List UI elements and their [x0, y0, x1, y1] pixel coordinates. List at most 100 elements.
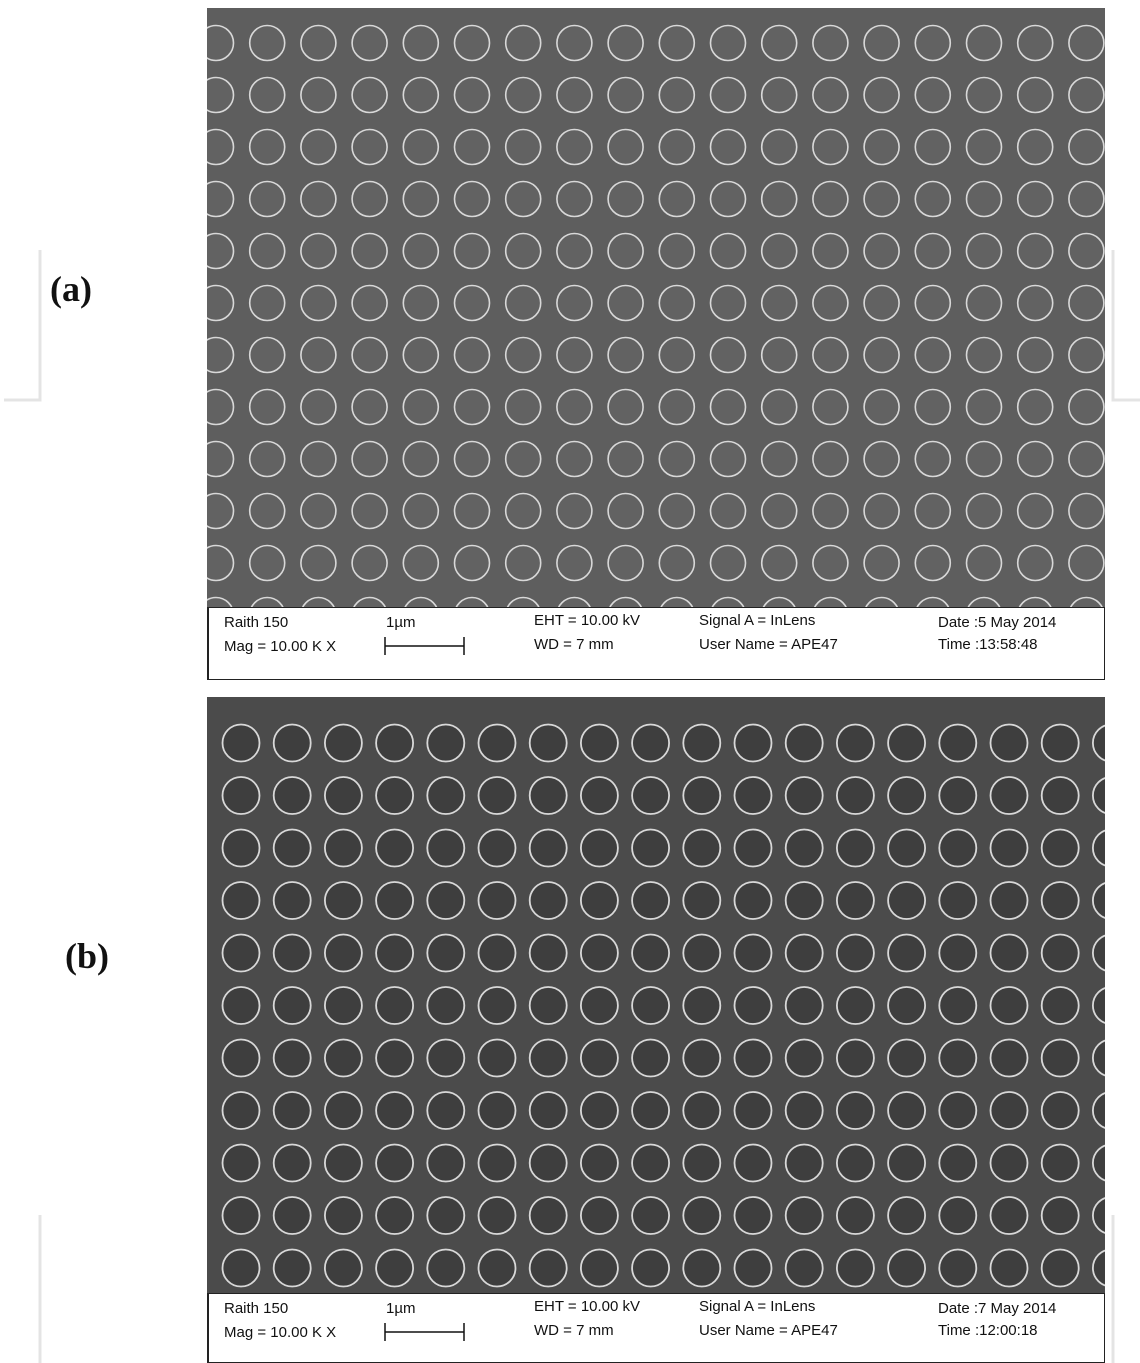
- signal-value: Signal A = InLens: [699, 1298, 816, 1315]
- eht-value: EHT = 10.00 kV: [534, 1298, 641, 1315]
- magnification: Mag = 10.00 K X: [224, 638, 337, 655]
- hole-ring: [658, 492, 696, 530]
- hole-ring: [914, 544, 952, 582]
- hole-ring: [658, 128, 696, 166]
- hole-ring: [207, 336, 235, 374]
- hole-ring: [682, 828, 722, 868]
- hole-ring: [631, 881, 671, 920]
- hole-ring: [938, 881, 978, 920]
- hole-ring: [477, 933, 517, 973]
- sem-databar-b: Raith 150 Mag = 10.00 K X 1µm EHT = 10.0…: [207, 1293, 1105, 1363]
- hole-ring: [709, 76, 747, 114]
- hole-ring: [733, 881, 773, 920]
- eht-value: EHT = 10.00 kV: [534, 612, 641, 629]
- hole-ring: [477, 723, 517, 763]
- hole-ring: [426, 881, 466, 920]
- hole-ring: [607, 336, 644, 374]
- hole-ring: [812, 544, 849, 582]
- hole-ring: [989, 723, 1029, 763]
- hole-ring: [272, 1038, 312, 1078]
- hole-ring: [248, 76, 286, 114]
- hole-ring: [812, 180, 849, 218]
- hole-ring: [453, 492, 491, 530]
- hole-ring: [1040, 723, 1080, 763]
- hole-ring: [579, 881, 619, 920]
- hole-ring: [1068, 544, 1105, 582]
- hole-ring: [1092, 1249, 1105, 1287]
- hole-ring: [760, 180, 798, 218]
- hole-ring: [914, 232, 952, 270]
- hole-ring: [709, 492, 747, 530]
- hole-ring: [1092, 1039, 1105, 1077]
- hole-ring: [863, 440, 900, 478]
- hole-ring: [248, 284, 286, 322]
- scale-label: 1µm: [386, 614, 416, 631]
- hole-ring: [323, 776, 363, 815]
- user-name: User Name = APE47: [699, 636, 838, 653]
- hole-ring: [784, 1038, 824, 1078]
- hole-ring: [760, 492, 798, 530]
- hole-ring: [426, 1091, 466, 1130]
- hole-ring: [658, 232, 696, 270]
- date-value: Date :5 May 2014: [938, 614, 1057, 631]
- hole-ring: [323, 1196, 363, 1235]
- hole-ring: [375, 1248, 415, 1288]
- hole-ring: [863, 232, 900, 270]
- hole-ring: [631, 1196, 671, 1235]
- hole-ring: [579, 1143, 619, 1183]
- hole-ring: [351, 492, 388, 530]
- hole-ring: [402, 76, 440, 114]
- hole-ring: [300, 128, 337, 166]
- hole-ring: [1016, 76, 1054, 114]
- hole-ring: [528, 776, 568, 815]
- hole-ring: [938, 986, 978, 1025]
- hole-ring: [1040, 986, 1080, 1025]
- hole-ring: [272, 933, 312, 973]
- hole-ring: [682, 881, 722, 920]
- hole-ring: [887, 986, 926, 1025]
- hole-ring: [965, 76, 1003, 114]
- hole-ring: [1092, 1197, 1105, 1234]
- hole-ring-group: [207, 24, 1105, 634]
- hole-ring: [221, 933, 261, 973]
- hole-ring: [528, 1038, 568, 1078]
- hole-ring: [1016, 336, 1054, 374]
- hole-ring: [1068, 284, 1105, 322]
- hole-ring: [453, 76, 491, 114]
- hole-ring: [914, 336, 952, 374]
- hole-ring: [836, 881, 875, 920]
- hole-ring: [709, 544, 747, 582]
- hole-ring: [528, 986, 568, 1025]
- hole-ring: [733, 723, 773, 763]
- hole-ring: [914, 440, 952, 478]
- hole-ring: [300, 544, 337, 582]
- hole-ring: [453, 24, 491, 62]
- hole-ring: [1068, 336, 1105, 374]
- hole-ring: [631, 933, 671, 973]
- hole-ring: [504, 388, 542, 426]
- hole-ring: [989, 1143, 1029, 1183]
- hole-ring: [1068, 24, 1105, 62]
- hole-ring: [709, 24, 747, 62]
- hole-ring: [965, 544, 1003, 582]
- hole-ring: [300, 388, 337, 426]
- hole-ring: [323, 828, 363, 868]
- hole-ring: [504, 492, 542, 530]
- hole-ring: [863, 128, 900, 166]
- hole-ring: [812, 232, 849, 270]
- hole-ring: [426, 1038, 466, 1078]
- hole-ring: [375, 986, 415, 1025]
- hole-ring: [579, 1038, 619, 1078]
- hole-ring: [556, 76, 593, 114]
- hole-ring: [836, 828, 875, 868]
- hole-array-b: [221, 723, 1105, 1340]
- hole-ring: [272, 828, 312, 868]
- hole-ring: [733, 1143, 773, 1183]
- hole-ring: [914, 128, 952, 166]
- hole-ring: [914, 388, 952, 426]
- hole-ring: [579, 1248, 619, 1288]
- time-value: Time :13:58:48: [938, 636, 1038, 653]
- hole-ring: [300, 180, 337, 218]
- hole-ring: [1092, 1144, 1105, 1182]
- hole-ring: [887, 776, 926, 815]
